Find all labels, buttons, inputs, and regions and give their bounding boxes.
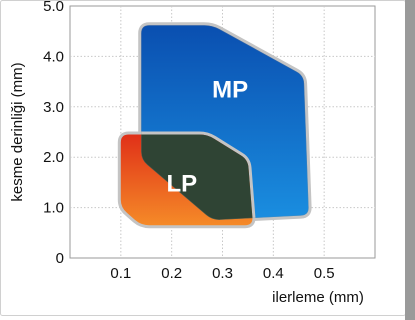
y-axis-label: kesme derinliği (mm) <box>9 62 26 201</box>
y-tick-label-2: 2.0 <box>43 149 64 166</box>
y-tick-label-3: 3.0 <box>43 99 64 116</box>
y-tick-label-5: 5.0 <box>43 0 64 15</box>
y-tick-label-0: 0 <box>56 250 64 267</box>
x-tick-label-3: 0.4 <box>263 265 284 282</box>
x-tick-label-0: 0.1 <box>110 265 131 282</box>
regions-layer <box>117 22 312 229</box>
region-label-mp: MP <box>212 77 248 104</box>
region-mp-outline <box>141 25 309 220</box>
region-labels-layer: MP LP <box>166 77 248 198</box>
region-label-lp: LP <box>166 170 197 197</box>
y-tick-label-1: 1.0 <box>43 200 64 217</box>
y-tick-label-4: 4.0 <box>43 48 64 65</box>
x-tick-label-1: 0.2 <box>161 265 182 282</box>
x-tick-label-2: 0.3 <box>212 265 233 282</box>
x-axis-label: ilerleme (mm) <box>272 289 364 306</box>
tick-labels-layer: 0.1 0.2 0.3 0.4 0.5 0 1.0 2.0 3.0 4.0 5.0 <box>43 0 334 282</box>
page-frame-right-edge <box>405 0 415 320</box>
x-tick-label-4: 0.5 <box>314 265 335 282</box>
